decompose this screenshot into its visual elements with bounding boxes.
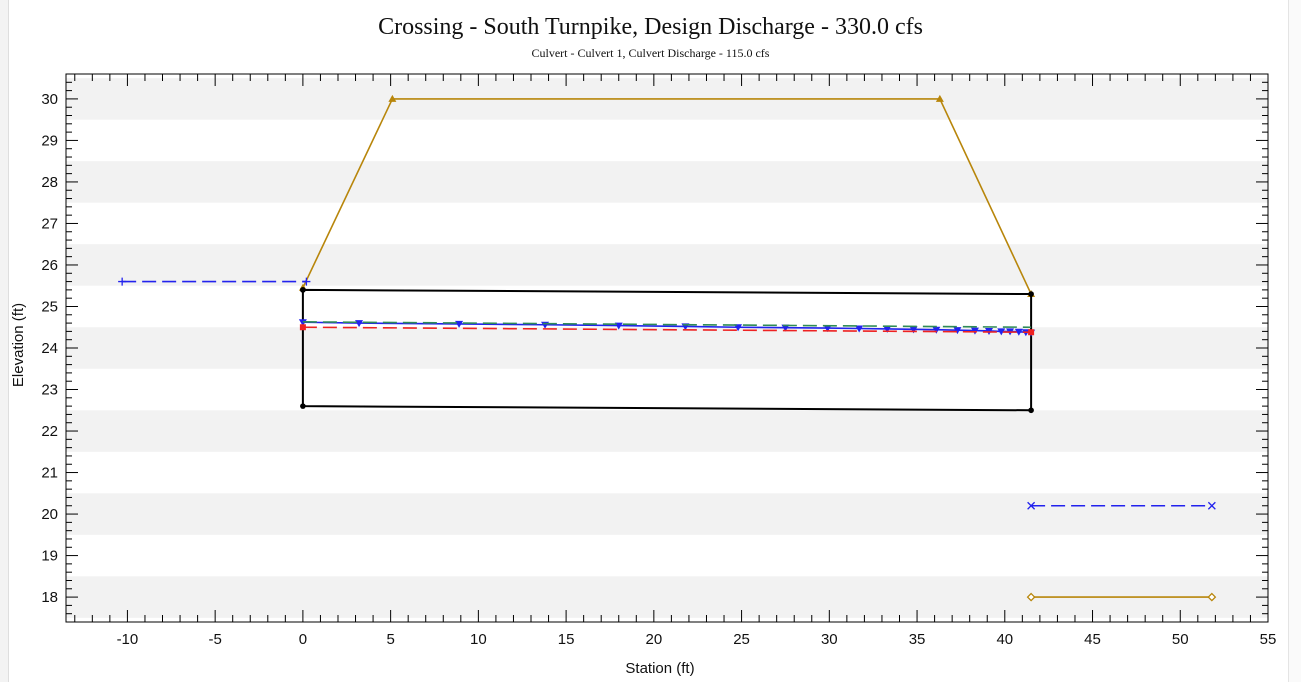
x-tick-label: 20 <box>645 631 662 648</box>
grid-band <box>66 493 1268 535</box>
y-tick-label: 24 <box>41 340 58 357</box>
x-tick-label: 0 <box>299 631 307 648</box>
y-tick-label: 29 <box>41 132 58 149</box>
x-tick-label: 25 <box>733 631 750 648</box>
series-2-point <box>1028 291 1034 297</box>
series-3-point <box>781 324 790 332</box>
series-3-point <box>953 327 962 335</box>
grid-band <box>66 244 1268 286</box>
series-6-point <box>302 277 311 286</box>
series-1-point <box>388 94 397 102</box>
y-tick-label: 25 <box>41 298 58 315</box>
y-tick-label: 20 <box>41 506 58 523</box>
chart-title: Crossing - South Turnpike, Design Discha… <box>378 14 923 40</box>
y-tick-label: 19 <box>41 548 58 565</box>
chart-subtitle: Culvert - Culvert 1, Culvert Discharge -… <box>531 46 770 60</box>
series-3-point <box>1014 328 1023 336</box>
x-axis: -10 -5 0 5 10 15 20 25 30 35 40 45 50 55 <box>74 74 1277 648</box>
y-tick-label: 27 <box>41 215 58 232</box>
grid-band <box>66 161 1268 203</box>
series-8-point <box>1026 592 1036 602</box>
series-6-point <box>118 277 127 286</box>
series-3-point <box>997 328 1006 336</box>
y-tick-label: 23 <box>41 382 58 399</box>
x-tick-label: 55 <box>1260 631 1277 648</box>
y-tick-label: 28 <box>41 174 58 191</box>
grid-band <box>66 327 1268 369</box>
x-axis-label: Station (ft) <box>625 660 694 677</box>
series-1-point <box>935 94 944 102</box>
series-7-point <box>1207 501 1216 510</box>
x-tick-label: 35 <box>909 631 926 648</box>
series-8-point <box>1207 592 1217 602</box>
y-axis-label: Elevation (ft) <box>10 303 27 387</box>
series-3-point <box>932 326 941 334</box>
series-line-4 <box>302 321 1032 329</box>
x-tick-label: 50 <box>1172 631 1189 648</box>
x-tick-label: -5 <box>208 631 221 648</box>
series-2-point <box>300 287 306 293</box>
x-tick-label: 5 <box>386 631 394 648</box>
y-tick-label: 21 <box>41 465 58 482</box>
series-3-point <box>823 325 832 333</box>
series-5-point <box>299 324 306 331</box>
series-2-point <box>1028 407 1034 414</box>
y-tick-label: 26 <box>41 257 58 274</box>
series-3-point <box>883 325 892 333</box>
x-tick-label: 45 <box>1084 631 1101 648</box>
window-left-edge <box>0 0 9 682</box>
y-tick-label: 22 <box>41 423 58 440</box>
window-right-edge <box>1288 0 1301 682</box>
series-layer <box>118 94 1217 602</box>
y-tick-label: 18 <box>41 589 58 606</box>
x-tick-label: -10 <box>117 631 139 648</box>
x-tick-label: 30 <box>821 631 838 648</box>
series-7-point <box>1027 501 1036 510</box>
series-3-point <box>355 320 364 328</box>
series-3-point <box>298 319 307 327</box>
x-tick-label: 15 <box>558 631 575 648</box>
series-3-point <box>455 320 464 328</box>
series-3-point <box>909 326 918 334</box>
x-tick-label: 40 <box>996 631 1013 648</box>
series-3-point <box>855 325 864 333</box>
y-tick-label: 30 <box>41 91 58 108</box>
series-2-point <box>300 403 306 409</box>
series-line-5 <box>302 326 1032 334</box>
grid-band <box>66 410 1268 452</box>
x-tick-label: 10 <box>470 631 487 648</box>
series-5-point <box>1028 329 1035 336</box>
y-axis: 18 19 20 21 22 23 24 25 26 27 28 29 30 <box>41 73 1268 623</box>
series-3-point <box>734 324 743 332</box>
grid-bands <box>66 74 1268 622</box>
series-line-1 <box>302 98 1032 295</box>
